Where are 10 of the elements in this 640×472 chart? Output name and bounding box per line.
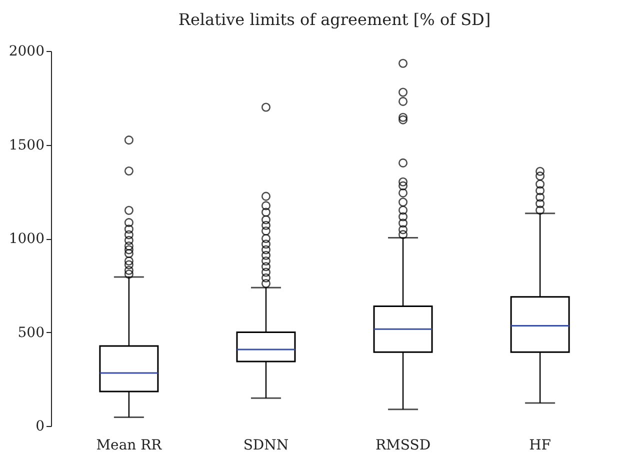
y-tick-label: 2000 xyxy=(8,44,44,60)
y-tick-label: 500 xyxy=(18,324,44,341)
y-tick-label: 1000 xyxy=(8,231,44,247)
x-tick-label: SDNN xyxy=(243,438,289,454)
y-tick-label: 0 xyxy=(36,418,44,434)
x-tick-label: RMSSD xyxy=(375,438,431,454)
x-tick-label: HF xyxy=(529,438,552,454)
x-tick-label: Mean RR xyxy=(96,438,162,454)
y-tick-label: 1500 xyxy=(8,137,44,154)
chart-title: Relative limits of agreement [% of SD] xyxy=(178,10,491,29)
